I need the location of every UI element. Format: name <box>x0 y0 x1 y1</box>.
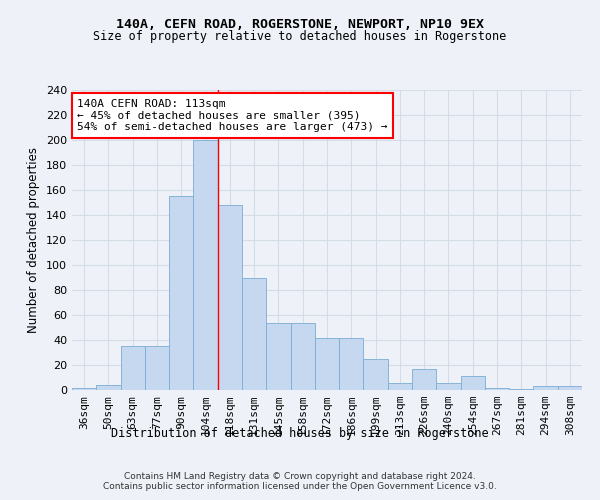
Text: 140A CEFN ROAD: 113sqm
← 45% of detached houses are smaller (395)
54% of semi-de: 140A CEFN ROAD: 113sqm ← 45% of detached… <box>77 99 388 132</box>
Bar <box>339 338 364 390</box>
Bar <box>266 322 290 390</box>
Text: 140A, CEFN ROAD, ROGERSTONE, NEWPORT, NP10 9EX: 140A, CEFN ROAD, ROGERSTONE, NEWPORT, NP… <box>116 18 484 30</box>
Bar <box>72 388 96 390</box>
Bar <box>218 205 242 390</box>
Bar <box>388 382 412 390</box>
Bar <box>509 389 533 390</box>
Bar <box>169 196 193 390</box>
Bar <box>96 385 121 390</box>
Bar <box>461 376 485 390</box>
Bar <box>290 322 315 390</box>
Bar <box>364 359 388 390</box>
Bar <box>242 278 266 390</box>
Text: Size of property relative to detached houses in Rogerstone: Size of property relative to detached ho… <box>94 30 506 43</box>
Bar <box>315 338 339 390</box>
Bar <box>121 346 145 390</box>
Bar <box>145 346 169 390</box>
Text: Distribution of detached houses by size in Rogerstone: Distribution of detached houses by size … <box>111 428 489 440</box>
Bar <box>533 386 558 390</box>
Text: Contains HM Land Registry data © Crown copyright and database right 2024.: Contains HM Land Registry data © Crown c… <box>124 472 476 481</box>
Bar <box>485 388 509 390</box>
Text: Contains public sector information licensed under the Open Government Licence v3: Contains public sector information licen… <box>103 482 497 491</box>
Bar <box>558 386 582 390</box>
Bar <box>412 369 436 390</box>
Bar <box>436 382 461 390</box>
Y-axis label: Number of detached properties: Number of detached properties <box>28 147 40 333</box>
Bar <box>193 140 218 390</box>
